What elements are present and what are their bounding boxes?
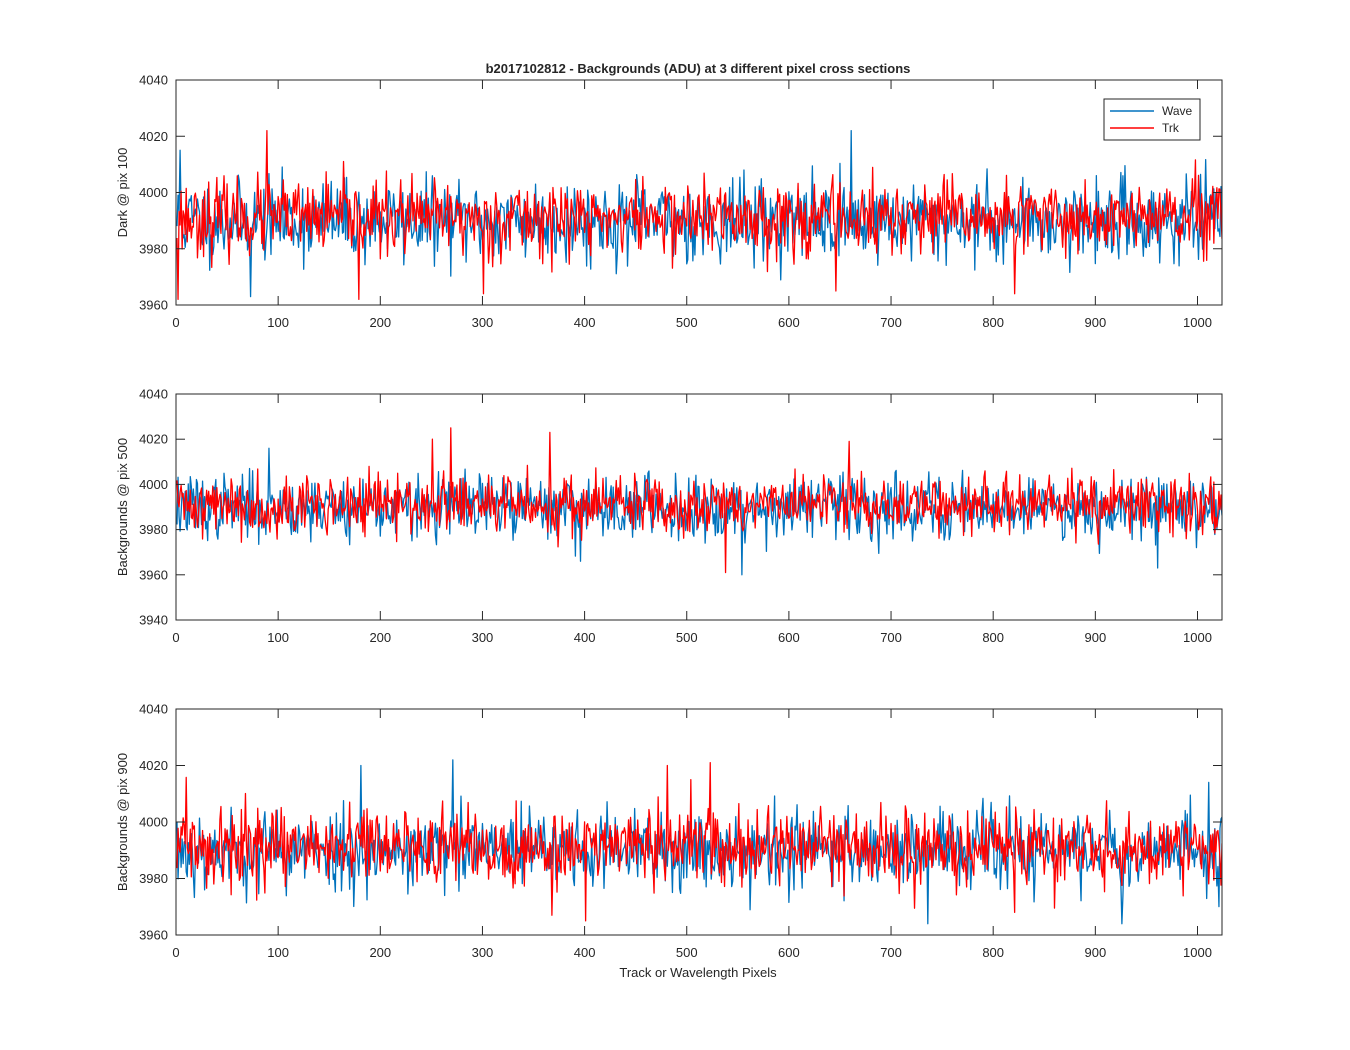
x-tick-label: 200 [369,630,391,645]
y-tick-label: 3980 [139,871,168,886]
x-tick-label: 700 [880,315,902,330]
x-tick-label: 200 [369,315,391,330]
x-tick-label: 300 [472,315,494,330]
y-tick-label: 4040 [139,73,168,88]
x-tick-label: 600 [778,630,800,645]
y-axis-label: Backgrounds @ pix 500 [115,438,130,576]
series-line-trk [176,762,1222,922]
axis-frame [175,393,1223,621]
x-tick-label: 600 [778,945,800,960]
y-tick-label: 4040 [139,702,168,717]
x-tick-label: 400 [574,630,596,645]
x-tick-label: 100 [267,630,289,645]
y-tick-label: 3980 [139,241,168,256]
x-tick-label: 0 [172,630,179,645]
legend-box [1103,98,1201,141]
x-tick-label: 400 [574,315,596,330]
y-tick-label: 3960 [139,298,168,313]
y-tick-label: 4000 [139,477,168,492]
x-tick-label: 600 [778,315,800,330]
x-tick-label: 500 [676,315,698,330]
x-tick-label: 300 [472,945,494,960]
x-axis-label: Track or Wavelength Pixels [619,965,777,980]
x-tick-label: 700 [880,630,902,645]
chart-title: b2017102812 - Backgrounds (ADU) at 3 dif… [486,61,911,76]
x-tick-label: 500 [676,630,698,645]
y-tick-label: 4020 [139,758,168,773]
x-tick-label: 0 [172,945,179,960]
subplot-1: 0 100 200 300 400 500 600 700 800 900 1000 3960 3980… [115,73,1223,330]
plot-area [175,79,1223,306]
y-tick-label: 4020 [139,432,168,447]
y-tick-label: 3940 [139,613,168,628]
x-tick-label: 200 [369,945,391,960]
subplot-3: 0 100 200 300 400 500 600 700 800 900 1000 3960 3980… [115,702,1223,960]
x-tick-label: 1000 [1183,315,1212,330]
x-tick-label: 900 [1084,630,1106,645]
x-tick-label: 0 [172,315,179,330]
x-tick-label: 900 [1084,315,1106,330]
x-tick-label: 800 [982,630,1004,645]
x-tick-label: 800 [982,315,1004,330]
x-tick-label: 100 [267,315,289,330]
legend-label-trk: Trk [1162,121,1180,135]
y-tick-label: 4000 [139,185,168,200]
y-axis-label: Backgrounds @ pix 900 [115,753,130,891]
x-tick-label: 1000 [1183,630,1212,645]
y-tick-label: 4020 [139,129,168,144]
x-tick-label: 900 [1084,945,1106,960]
x-tick-label: 700 [880,945,902,960]
legend: Wave Trk [1103,98,1201,141]
x-tick-label: 100 [267,945,289,960]
y-tick-label: 3980 [139,522,168,537]
y-axis-label: Dark @ pix 100 [115,148,130,238]
series-line-wave [176,447,1222,576]
subplot-stack: 0 100 200 300 400 500 600 700 800 900 100039603980… [115,73,1223,960]
series-line-trk [176,427,1222,574]
y-tick-label: 4000 [139,815,168,830]
series-line-wave [176,759,1222,925]
legend-label-wave: Wave [1162,104,1193,118]
x-tick-label: 400 [574,945,596,960]
y-tick-label: 3960 [139,567,168,582]
x-tick-label: 300 [472,630,494,645]
series-line-trk [176,129,1222,301]
y-tick-label: 3960 [139,928,168,943]
x-tick-label: 500 [676,945,698,960]
subplot-2: 0 100 200 300 400 500 600 700 800 900 1000 3940 3960… [115,387,1223,645]
y-tick-label: 4040 [139,387,168,402]
x-tick-label: 800 [982,945,1004,960]
x-tick-label: 1000 [1183,945,1212,960]
